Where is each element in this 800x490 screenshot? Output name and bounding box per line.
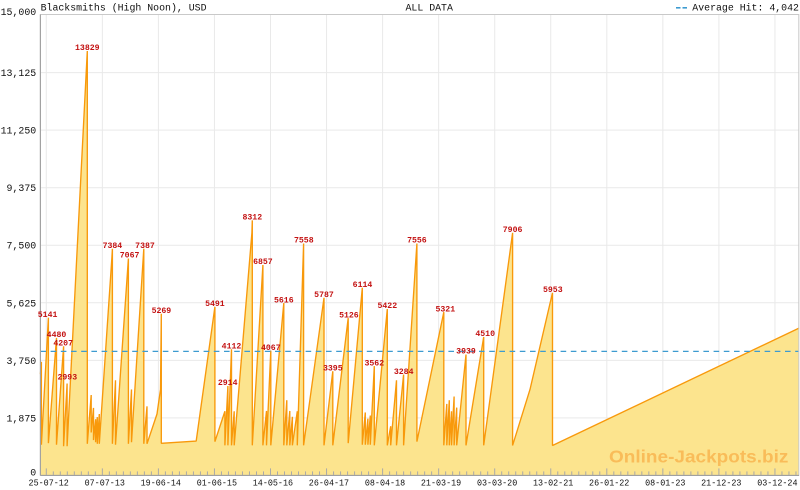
svg-text:1,875: 1,875: [7, 413, 37, 424]
svg-text:3939: 3939: [456, 348, 476, 357]
svg-text:13829: 13829: [75, 44, 100, 53]
svg-text:08-04-18: 08-04-18: [365, 477, 406, 488]
svg-text:0: 0: [30, 467, 36, 478]
svg-text:5126: 5126: [339, 311, 359, 320]
svg-text:5616: 5616: [274, 296, 294, 305]
svg-text:2914: 2914: [218, 379, 238, 388]
svg-text:7558: 7558: [294, 237, 314, 246]
svg-text:7,500: 7,500: [7, 241, 37, 252]
svg-text:5953: 5953: [543, 286, 563, 295]
svg-text:ALL DATA: ALL DATA: [406, 2, 453, 13]
svg-text:13-02-21: 13-02-21: [533, 477, 574, 488]
svg-text:08-01-23: 08-01-23: [645, 477, 686, 488]
svg-text:7556: 7556: [407, 237, 427, 246]
svg-text:6857: 6857: [253, 258, 273, 267]
svg-text:4067: 4067: [261, 344, 281, 353]
svg-text:9,375: 9,375: [7, 183, 37, 194]
svg-text:26-04-17: 26-04-17: [309, 477, 349, 488]
svg-text:3395: 3395: [323, 364, 343, 373]
svg-text:4510: 4510: [475, 330, 495, 339]
svg-text:4480: 4480: [47, 331, 67, 340]
svg-text:07-07-13: 07-07-13: [85, 477, 126, 488]
svg-text:Blacksmiths (High Noon), USD: Blacksmiths (High Noon), USD: [41, 2, 207, 13]
svg-text:03-12-24: 03-12-24: [757, 477, 798, 488]
svg-text:2993: 2993: [57, 373, 77, 382]
svg-text:5321: 5321: [435, 305, 455, 314]
svg-text:19-06-14: 19-06-14: [141, 477, 182, 488]
svg-text:5491: 5491: [205, 300, 225, 309]
svg-text:4112: 4112: [222, 342, 242, 351]
svg-text:01-06-15: 01-06-15: [197, 477, 238, 488]
svg-text:7906: 7906: [503, 226, 523, 235]
svg-text:Average Hit: 4,042: Average Hit: 4,042: [692, 2, 799, 13]
svg-text:14-05-16: 14-05-16: [253, 477, 294, 488]
svg-text:3,750: 3,750: [7, 356, 37, 367]
svg-text:15,000: 15,000: [1, 7, 37, 18]
svg-text:5422: 5422: [377, 302, 397, 311]
svg-text:21-03-19: 21-03-19: [421, 477, 462, 488]
svg-text:3284: 3284: [394, 368, 414, 377]
svg-text:5787: 5787: [314, 291, 334, 300]
svg-text:6114: 6114: [353, 281, 373, 290]
svg-text:03-03-20: 03-03-20: [477, 477, 518, 488]
svg-text:7384: 7384: [103, 242, 123, 251]
svg-text:Online-Jackpots.biz: Online-Jackpots.biz: [609, 446, 789, 466]
svg-text:5,625: 5,625: [7, 298, 37, 309]
svg-text:13,125: 13,125: [1, 68, 37, 79]
svg-text:5269: 5269: [152, 307, 172, 316]
svg-text:11,250: 11,250: [1, 126, 37, 137]
svg-text:21-12-23: 21-12-23: [701, 477, 742, 488]
svg-text:8312: 8312: [242, 214, 262, 223]
svg-text:4207: 4207: [53, 340, 73, 349]
svg-text:26-01-22: 26-01-22: [589, 477, 630, 488]
svg-text:7387: 7387: [135, 242, 155, 251]
svg-text:3562: 3562: [364, 359, 384, 368]
svg-text:5141: 5141: [38, 311, 58, 320]
svg-text:25-07-12: 25-07-12: [29, 477, 70, 488]
svg-text:7067: 7067: [120, 252, 140, 261]
